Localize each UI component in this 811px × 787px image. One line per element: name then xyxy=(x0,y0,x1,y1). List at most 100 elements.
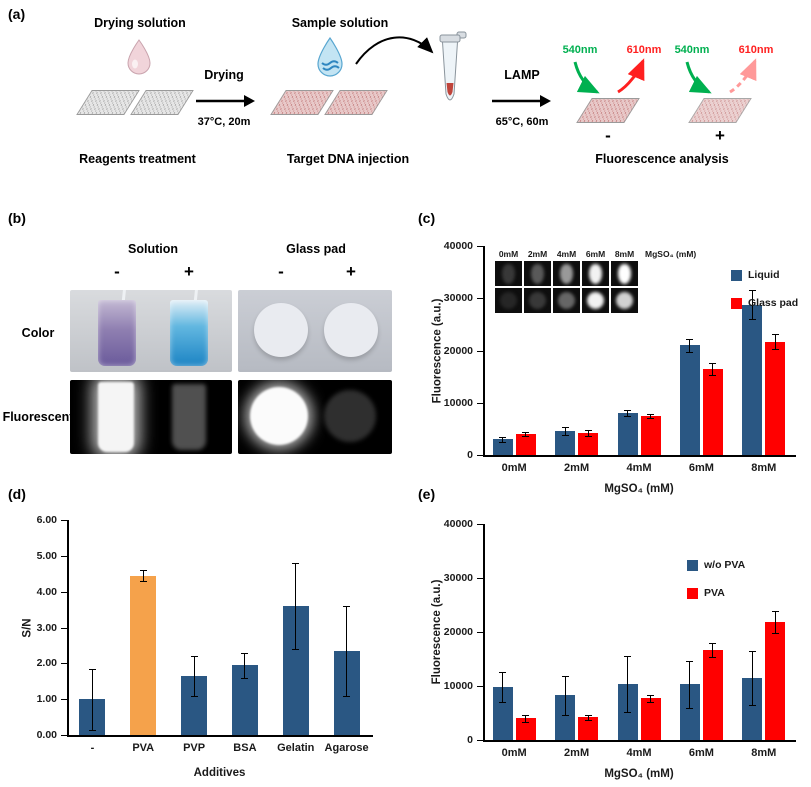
x-category-label: PVP xyxy=(183,742,206,754)
bar-liquid-0mm xyxy=(492,439,513,455)
error-cap xyxy=(522,721,530,723)
inset-pad-glow xyxy=(500,292,517,309)
y-tick xyxy=(477,686,483,687)
y-axis xyxy=(483,524,485,740)
bar-s-n-pva xyxy=(130,575,157,735)
x-axis xyxy=(483,455,796,457)
emission-arrow-quenched-icon xyxy=(729,58,757,94)
error-bar xyxy=(587,714,589,720)
inset-pad-image xyxy=(611,288,638,313)
error-bar xyxy=(346,606,348,696)
x-category-label: 0mM xyxy=(501,462,527,474)
y-tick-label: 0.00 xyxy=(36,729,57,741)
inset-title: MgSO₄ (mM) xyxy=(645,249,697,259)
error-cap xyxy=(647,417,654,419)
x-axis-title: Additives xyxy=(193,767,246,779)
y-axis-title: S/N xyxy=(21,617,33,638)
error-cap xyxy=(584,435,592,437)
photo-solution-color xyxy=(70,290,232,372)
inset-label: 4mM xyxy=(556,249,577,259)
error-bar xyxy=(587,430,589,436)
error-cap xyxy=(624,410,631,412)
solution-negative-sign: - xyxy=(114,262,120,281)
error-cap xyxy=(190,695,198,697)
legend-swatch-glass-pad xyxy=(731,298,742,309)
error-cap xyxy=(292,563,300,564)
y-tick-label: 5.00 xyxy=(36,549,57,562)
error-cap xyxy=(748,318,756,320)
y-tick-label: 30000 xyxy=(443,572,473,584)
y-tick xyxy=(61,627,67,629)
bar-pva-2mm xyxy=(578,717,599,740)
bar-liquid-4mm xyxy=(617,413,638,455)
panel-d-label: (d) xyxy=(8,486,26,502)
error-cap xyxy=(748,650,756,652)
positive-sign: + xyxy=(715,126,725,145)
error-cap xyxy=(522,432,530,433)
bar-glass-pad-0mm xyxy=(515,434,536,455)
inset-label: 0mM xyxy=(498,249,519,259)
error-bar xyxy=(650,413,651,418)
error-cap xyxy=(561,434,569,436)
inset-pad-glow xyxy=(587,292,604,309)
x-category-label: 2mM xyxy=(564,747,590,759)
glass-pad-positive-color xyxy=(324,303,378,357)
emission-610nm-label: 610nm xyxy=(738,44,774,56)
glasspad-positive-sign: + xyxy=(346,262,356,281)
inset-liquid-glow xyxy=(531,264,544,284)
fluorescent-row-label: Fluorescent xyxy=(2,410,74,424)
error-cap xyxy=(522,436,530,438)
chart-mgso4-pva-vs-no-pva: 0 10000 20000 30000 40000 0mM 2mM 4mM 6mM 8mM w/o … xyxy=(425,508,805,780)
y-tick xyxy=(61,520,67,521)
inset-pad-glow xyxy=(529,292,546,309)
error-cap xyxy=(139,580,147,582)
error-bar xyxy=(774,333,776,350)
y-tick xyxy=(61,663,67,665)
lamp-step-label: LAMP xyxy=(504,68,540,82)
error-bar xyxy=(774,611,776,634)
error-cap xyxy=(522,715,530,717)
bar-w-o-pva-6mm xyxy=(679,684,700,740)
inset-liquid-glow xyxy=(560,264,573,284)
inset-pad-glow xyxy=(558,292,575,309)
injection-arrow-icon xyxy=(355,36,434,65)
bar-glass-pad-6mm xyxy=(702,368,723,455)
reagent-pad-gray-2 xyxy=(130,90,194,115)
inset-label: 2mM xyxy=(527,249,548,259)
error-cap xyxy=(241,677,249,679)
x-category-label: - xyxy=(90,742,95,754)
error-bar xyxy=(91,668,93,730)
y-tick xyxy=(477,524,483,525)
inset-liquid-image xyxy=(553,261,580,286)
y-tick-label: 6.00 xyxy=(36,514,57,526)
error-bar xyxy=(193,656,195,696)
error-cap xyxy=(709,656,717,658)
error-cap xyxy=(624,655,631,657)
y-tick-label: 40000 xyxy=(443,240,473,252)
error-bar xyxy=(751,290,753,319)
error-cap xyxy=(241,652,249,654)
x-axis xyxy=(67,735,373,737)
inset-label: 8mM xyxy=(614,249,635,259)
error-cap xyxy=(343,695,351,697)
inset-liquid-glow xyxy=(502,264,515,284)
y-tick xyxy=(477,578,483,579)
drying-step-label: Drying xyxy=(204,68,244,82)
error-cap xyxy=(647,413,654,415)
error-bar xyxy=(650,694,651,703)
legend-swatch-w-o-pva xyxy=(687,560,698,571)
photo-glasspad-color xyxy=(238,290,392,372)
target-dna-injection-caption: Target DNA injection xyxy=(286,152,410,166)
emission-610nm-label: 610nm xyxy=(626,44,662,56)
bar-w-o-pva-8mm xyxy=(742,677,763,740)
y-tick xyxy=(61,735,67,736)
error-bar xyxy=(142,570,144,581)
error-cap xyxy=(624,416,631,418)
error-cap xyxy=(686,339,694,340)
color-row-label: Color xyxy=(21,326,55,340)
cuvette-negative-color xyxy=(98,300,136,366)
y-tick-label: 40000 xyxy=(443,518,473,530)
lamp-condition-label: 65°C, 60m xyxy=(495,116,549,128)
error-cap xyxy=(748,704,756,706)
cuvette-positive-fluorescent xyxy=(172,384,206,450)
